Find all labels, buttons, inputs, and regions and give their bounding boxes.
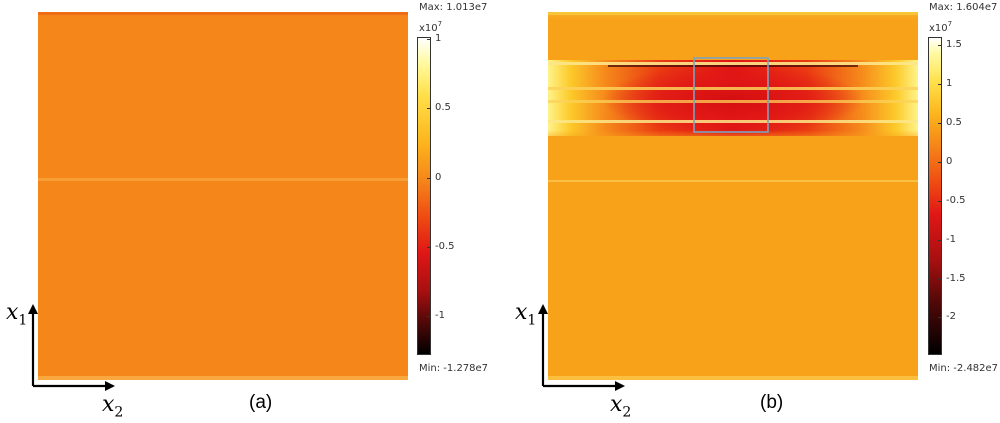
exponent-label-b: x107 [929,20,952,34]
colorbar-tick-label: -2 [946,311,956,322]
layer-line-b-1 [548,62,918,65]
colorbar-tick-mark [938,279,942,280]
colorbar-tick-label: -1 [435,310,445,321]
colorbar-tick-mark [427,247,431,248]
colorbar-tick-label: 0 [435,172,442,183]
colorbar-tick-mark [938,123,942,124]
exponent-base-b: x10 [929,23,948,34]
axis-label-horizontal-b-main: x [610,392,623,417]
layer-line-b-4 [548,100,918,103]
axis-label-vertical-b-sub: 1 [527,312,537,329]
interface-line-b [548,180,918,182]
colorbar-tick-mark [427,178,431,179]
exponent-power-b: 7 [947,20,953,28]
field-plot-a-svg [38,12,408,380]
panel-label-a: (a) [249,392,273,413]
colorbar-tick-label: 1 [435,33,442,44]
colorbar-b [928,37,942,355]
colorbar-tick-label: -1.5 [946,273,966,284]
axis-label-vertical-a: x1 [6,300,27,328]
colorbar-tick-label: 1 [946,78,953,89]
colorbar-tick-mark [938,45,942,46]
field-plot-b-svg [548,12,918,380]
colorbar-tick-label: -0.5 [946,195,966,206]
exponent-label-a: x107 [419,20,442,34]
axis-label-horizontal-b: x2 [610,392,631,420]
axis-label-horizontal-a: x2 [102,392,123,420]
axis-label-vertical-a-main: x [6,300,19,325]
bottom-edge-band-a [38,376,408,380]
axis-label-horizontal-b-sub: 2 [622,404,632,421]
exponent-base-a: x10 [419,23,438,34]
axis-label-horizontal-a-main: x [102,392,115,417]
colorbar-tick-label: -1 [946,234,956,245]
colorbar-tick-mark [938,201,942,202]
min-label-b: Min: -2.482e7 [929,363,999,374]
highlight-box-b [693,57,769,133]
axis-label-vertical-b: x1 [515,300,536,328]
top-edge-band-b [548,12,918,15]
colorbar-tick-mark [938,317,942,318]
layer-line-b-3 [548,87,918,90]
bottom-edge-band-b [548,376,918,380]
colorbar-tick-label: -0.5 [435,241,455,252]
axis-label-vertical-b-main: x [515,300,528,325]
layer-line-b-2 [608,65,858,67]
colorbar-tick-mark [938,240,942,241]
colorbar-tick-label: 0 [946,156,953,167]
colorbar-tick-label: 0.5 [435,102,451,113]
interface-line-a [38,178,408,181]
axis-label-horizontal-a-sub: 2 [114,404,124,421]
layer-line-b-5 [548,120,918,123]
field-plot-b [548,12,918,380]
max-label-a: Max: 1.013e7 [419,2,488,13]
exponent-power-a: 7 [437,20,443,28]
field-plot-a [38,12,408,380]
field-region-a [38,12,408,380]
colorbar-tick-mark [938,162,942,163]
top-edge-band-a [38,12,408,15]
max-label-b: Max: 1.604e7 [929,2,998,13]
stress-fade-b [548,130,918,144]
colorbar-tick-mark [938,84,942,85]
min-label-a: Min: -1.278e7 [419,363,489,374]
colorbar-a [417,37,431,355]
colorbar-tick-mark [427,108,431,109]
colorbar-tick-mark [427,316,431,317]
panel-label-b: (b) [760,392,784,413]
axis-label-vertical-a-sub: 1 [18,312,28,329]
colorbar-tick-label: 0.5 [946,117,962,128]
colorbar-tick-mark [427,39,431,40]
colorbar-tick-label: 1.5 [946,39,962,50]
